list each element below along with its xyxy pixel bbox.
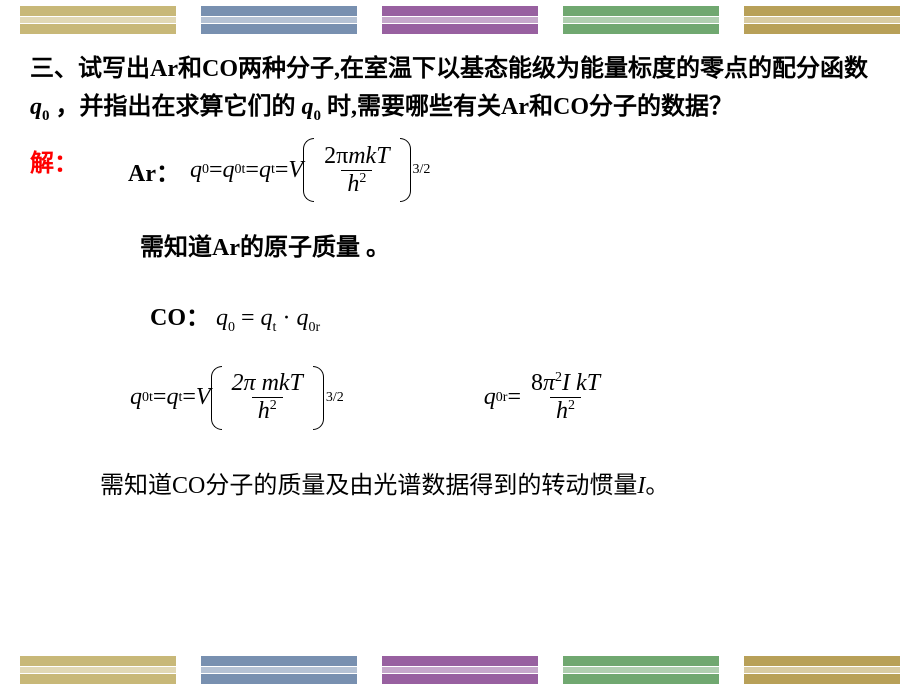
eq-rotational: q0r = 8π2I kT h2: [484, 366, 610, 430]
co-qt: q: [261, 305, 273, 331]
co-note: 需知道CO分子的质量及由光谱数据得到的转动惯量I。: [100, 465, 890, 500]
stripe-block: [563, 656, 719, 684]
ar-q0t: q: [223, 157, 235, 184]
t-q0t-sub: 0t: [142, 390, 153, 406]
t-outer-exp: 3/2: [326, 390, 344, 406]
solve-label: 解：: [30, 143, 78, 178]
r-IkT: I kT: [562, 370, 600, 396]
co-label: CO：: [150, 305, 210, 331]
co-equation-line: CO： q0 = qt · q0r: [150, 297, 890, 336]
stripe-block: [201, 656, 357, 684]
question-prefix: 三、试写出Ar和CO两种分子,在室温下以基态能级为能量标度的零点的配分函数: [30, 56, 868, 82]
co-q0: q: [216, 305, 228, 331]
slide-content: 三、试写出Ar和CO两种分子,在室温下以基态能级为能量标度的零点的配分函数 q0…: [30, 50, 890, 500]
question-suffix: 时,需要哪些有关Ar和CO分子的数据？: [327, 94, 733, 120]
ar-paren: 2πmkT h2: [303, 138, 410, 202]
ar-outer-exp: 3/2: [413, 162, 431, 178]
co-note-b: 。: [645, 473, 669, 499]
question-text: 三、试写出Ar和CO两种分子,在室温下以基态能级为能量标度的零点的配分函数 q0…: [30, 50, 890, 128]
stripe-block: [382, 6, 538, 34]
ar-label: Ar：: [128, 153, 180, 188]
ar-solution-line: 解： Ar： q0 = q0t = qt = V 2πmkT h2 3/2: [30, 138, 890, 202]
q0b-sub: 0: [314, 108, 322, 124]
ar-eq2: =: [245, 157, 259, 184]
ar-q0-sub: 0: [202, 162, 209, 178]
t-h-exp: 2: [270, 398, 277, 413]
top-stripe-bar: [0, 6, 920, 34]
stripe-block: [563, 6, 719, 34]
r-h: h: [556, 398, 568, 424]
r-q0r-sub: 0r: [496, 390, 508, 406]
ar-equation: Ar： q0 = q0t = qt = V 2πmkT h2 3/2: [128, 138, 430, 202]
ar-q0t-sub: 0t: [235, 162, 246, 178]
t-num: 2π mkT: [226, 370, 309, 397]
q0b-symbol: q: [302, 94, 314, 120]
t-paren: 2π mkT h2: [211, 366, 324, 430]
ar-h-exp: 2: [359, 171, 366, 186]
co-qt-sub: t: [273, 320, 277, 335]
r-h-exp: 2: [568, 398, 575, 413]
q0-sub: 0: [42, 108, 50, 124]
co-q0r-sub: 0r: [308, 320, 320, 335]
ar-qt: q: [259, 157, 271, 184]
ar-2pi: 2π: [324, 143, 348, 169]
r-frac: 8π2I kT h2: [525, 370, 606, 425]
ar-mkT: mkT: [348, 143, 389, 169]
r-eq: =: [507, 384, 521, 411]
ar-frac: 2πmkT h2: [318, 143, 395, 198]
ar-eq1: =: [209, 157, 223, 184]
ar-den: h2: [341, 170, 372, 198]
r-num: 8π2I kT: [525, 370, 606, 397]
r-8: 8: [531, 370, 543, 396]
ar-eq3: =: [275, 157, 289, 184]
t-den: h2: [252, 397, 283, 425]
q0-symbol: q: [30, 94, 42, 120]
t-qt: q: [166, 384, 178, 411]
stripe-block: [744, 6, 900, 34]
stripe-block: [201, 6, 357, 34]
co-dot: ·: [282, 305, 296, 331]
ar-h: h: [347, 171, 359, 197]
bottom-stripe-bar: [0, 656, 920, 684]
t-V: V: [196, 384, 211, 411]
ar-q0: q: [190, 157, 202, 184]
co-q0r: q: [296, 305, 308, 331]
ar-note: 需知道Ar的原子质量 。: [140, 227, 890, 262]
stripe-block: [20, 6, 176, 34]
r-q0r: q: [484, 384, 496, 411]
t-eq1: =: [153, 384, 167, 411]
r-den: h2: [550, 397, 581, 425]
eq-translational: q0t = qt = V 2π mkT h2 3/2: [130, 366, 344, 430]
ar-num: 2πmkT: [318, 143, 395, 170]
stripe-block: [382, 656, 538, 684]
question-mid: ，并指出在求算它们的: [56, 94, 302, 120]
t-frac: 2π mkT h2: [226, 370, 309, 425]
co-q0-sub: 0: [228, 320, 235, 335]
co-note-a: 需知道CO分子的质量及由光谱数据得到的转动惯量: [100, 473, 637, 499]
ar-V: V: [288, 157, 303, 184]
t-q0t: q: [130, 384, 142, 411]
stripe-block: [744, 656, 900, 684]
r-pi-exp: 2: [555, 370, 562, 385]
r-pi: π: [543, 370, 555, 396]
co-eq: =: [241, 305, 261, 331]
co-eq-row: q0t = qt = V 2π mkT h2 3/2 q0r = 8π2I kT…: [130, 366, 890, 430]
stripe-block: [20, 656, 176, 684]
t-eq2: =: [182, 384, 196, 411]
t-h: h: [258, 398, 270, 424]
